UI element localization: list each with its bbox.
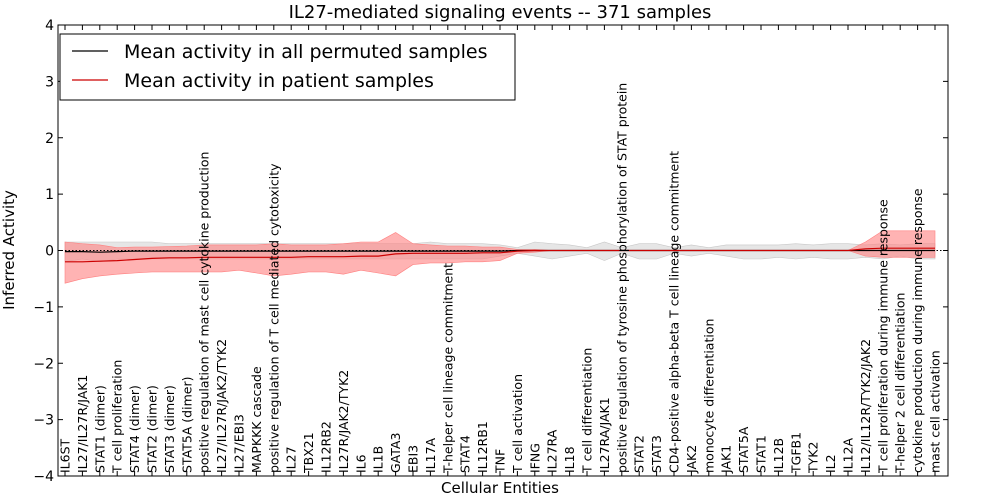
y-axis-ticks: −4 −3 −2 −1 0 1 2 3 4 xyxy=(33,18,948,485)
x-axis-ticks: IL6ST IL27/IL27R/JAK1 STAT1 (dimer) T cell … xyxy=(58,25,943,476)
x-tick-label: IL2 xyxy=(823,454,838,473)
y-tick-label: −2 xyxy=(33,356,54,372)
x-tick-label: STAT3 (dimer) xyxy=(162,385,177,473)
x-tick-label: IL27RA/JAK1 xyxy=(597,397,612,473)
x-tick-label: IL27RA xyxy=(545,429,560,473)
x-tick-label: STAT5A (dimer) xyxy=(179,377,194,473)
x-tick-label: IL27/EBI3 xyxy=(232,414,247,473)
x-tick-label: IL27 xyxy=(284,446,299,473)
y-tick-label: −1 xyxy=(33,300,54,316)
x-tick-label: IL6ST xyxy=(58,438,73,473)
y-axis-label: Inferred Activity xyxy=(0,190,18,310)
x-tick-label: IL1B xyxy=(371,446,386,473)
series-lines xyxy=(65,247,935,263)
x-tick-label: TBX21 xyxy=(301,432,316,474)
x-tick-label: T cell activation xyxy=(510,374,525,474)
x-tick-label: STAT4 xyxy=(458,435,473,473)
x-tick-label: T-helper 2 cell differentiation xyxy=(893,293,908,474)
band-series-1 xyxy=(64,230,936,284)
y-tick-label: 3 xyxy=(45,74,54,90)
x-tick-label: IL12A xyxy=(841,437,856,473)
x-tick-label: IL27/IL27R/JAK2/TYK2 xyxy=(214,339,229,473)
x-tick-label: T cell proliferation during immune respo… xyxy=(875,199,890,474)
x-tick-label: JAK2 xyxy=(684,445,699,474)
x-tick-label: STAT4 (dimer) xyxy=(127,385,142,473)
x-tick-label: STAT1 (dimer) xyxy=(92,385,107,473)
legend-label-permuted: Mean activity in all permuted samples xyxy=(124,41,487,63)
y-tick-label: −3 xyxy=(33,413,54,429)
line-series-1 xyxy=(65,247,935,263)
x-tick-label: STAT5A xyxy=(736,426,751,473)
x-axis-label: Cellular Entities xyxy=(441,479,559,497)
x-tick-label: monocyte differentiation xyxy=(701,319,716,473)
x-tick-label: STAT3 xyxy=(649,435,664,473)
y-tick-label: −4 xyxy=(33,469,54,485)
x-tick-label: TYK2 xyxy=(806,442,821,474)
x-tick-label: positive regulation of tyrosine phosphor… xyxy=(614,83,629,473)
x-tick-label: EBI3 xyxy=(406,445,421,473)
chart-title: IL27-mediated signaling events -- 371 sa… xyxy=(289,2,712,23)
x-tick-label: T-helper cell lineage commitment xyxy=(440,263,455,474)
x-tick-label: CD4-positive alpha-beta T cell lineage c… xyxy=(667,151,682,473)
x-tick-label: IL27/IL27R/JAK1 xyxy=(75,375,90,473)
x-tick-label: GATA3 xyxy=(388,433,403,473)
x-tick-label: IL12RB1 xyxy=(475,421,490,473)
x-tick-label: IL6 xyxy=(353,454,368,473)
x-tick-label: TNF xyxy=(493,449,508,474)
x-tick-label: IL12RB2 xyxy=(319,421,334,473)
x-tick-label: cytokine production during immune respon… xyxy=(910,188,925,473)
x-tick-label: mast cell activation xyxy=(928,350,943,473)
x-tick-label: MAPKKK cascade xyxy=(249,366,264,473)
x-tick-label: IL18 xyxy=(562,446,577,473)
x-tick-label: STAT2 xyxy=(632,435,647,473)
x-tick-label: STAT1 xyxy=(754,435,769,473)
x-tick-label: IL12B xyxy=(771,438,786,473)
x-tick-label: IL17A xyxy=(423,437,438,473)
legend-label-patient: Mean activity in patient samples xyxy=(124,70,434,92)
legend: Mean activity in all permuted samples Me… xyxy=(59,33,516,101)
x-tick-label: T cell differentiation xyxy=(580,348,595,474)
x-tick-label: T cell proliferation xyxy=(110,360,125,474)
x-tick-label: IL27R/JAK2/TYK2 xyxy=(336,370,351,473)
x-tick-label: IL12/IL12R/TYK2/JAK2 xyxy=(858,339,873,473)
y-tick-label: 2 xyxy=(45,131,54,147)
x-tick-label: JAK1 xyxy=(719,445,734,474)
x-tick-label: TGFB1 xyxy=(788,432,803,474)
y-tick-label: 0 xyxy=(45,244,54,260)
x-tick-label: IFNG xyxy=(527,443,542,473)
y-tick-label: 4 xyxy=(45,18,54,34)
x-tick-label: positive regulation of T cell mediated c… xyxy=(266,163,281,473)
y-tick-label: 1 xyxy=(45,187,54,203)
x-tick-label: positive regulation of mast cell cytokin… xyxy=(197,152,212,473)
x-tick-label: STAT2 (dimer) xyxy=(145,385,160,473)
plot-frame xyxy=(57,24,949,477)
legend-box xyxy=(59,33,516,101)
